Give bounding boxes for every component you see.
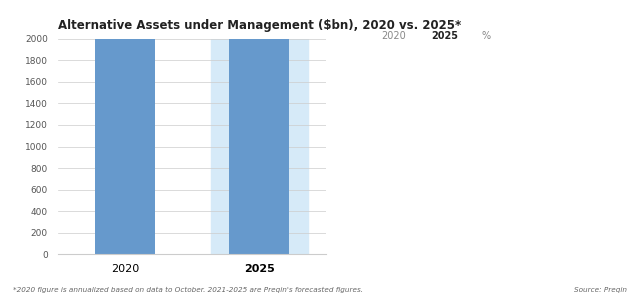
Text: Alternative Assets under Management ($bn), 2020 vs. 2025*: Alternative Assets under Management ($bn…	[58, 19, 461, 32]
Text: 3,580: 3,580	[483, 127, 510, 136]
Text: *2020 figure is annualized based on data to October. 2021-2025 are Preqin's fore: *2020 figure is annualized based on data…	[13, 287, 363, 293]
Text: Infrastructure: Infrastructure	[357, 198, 422, 207]
Text: 211: 211	[487, 233, 506, 242]
Bar	[229, 0, 289, 254]
Text: +72%: +72%	[588, 92, 617, 101]
Bar	[211, 39, 308, 254]
Text: %: %	[482, 31, 491, 41]
Text: 2025: 2025	[431, 31, 458, 41]
Text: 848: 848	[487, 92, 506, 101]
Text: 1,238: 1,238	[533, 162, 565, 172]
Text: 1,456: 1,456	[533, 91, 565, 102]
Text: +24%: +24%	[588, 198, 617, 207]
Text: Private Debt: Private Debt	[357, 92, 417, 101]
Text: +28%: +28%	[588, 233, 617, 242]
Text: Hedge Funds: Hedge Funds	[357, 127, 419, 136]
Text: 4,282: 4,282	[533, 127, 565, 137]
Text: 795: 795	[539, 197, 559, 208]
Bar	[95, 0, 155, 254]
Text: Natural Resources: Natural Resources	[357, 233, 444, 242]
Text: +18%: +18%	[588, 163, 617, 172]
Text: 9,114: 9,114	[533, 56, 565, 66]
Text: +20%: +20%	[588, 127, 617, 136]
Text: +106%: +106%	[585, 57, 620, 66]
Text: 639: 639	[487, 198, 506, 207]
Text: 271: 271	[539, 233, 560, 243]
Text: 4,418: 4,418	[483, 57, 510, 66]
Text: Source: Preqin: Source: Preqin	[574, 287, 627, 293]
Text: Real Estate: Real Estate	[357, 163, 411, 172]
Text: 2020: 2020	[381, 31, 406, 41]
Text: 1,046: 1,046	[483, 163, 510, 172]
Text: Private Equity: Private Equity	[357, 57, 424, 66]
